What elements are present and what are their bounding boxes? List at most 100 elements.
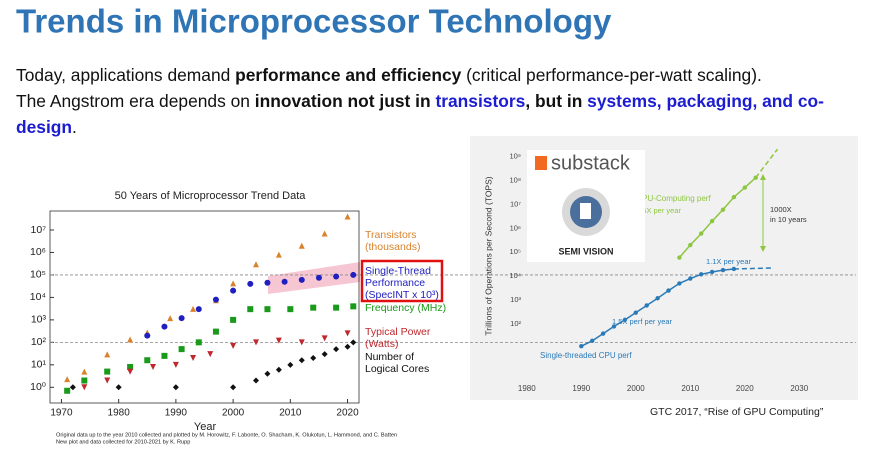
x-tick-label: 2010 (681, 384, 699, 393)
body-segment: innovation not just in (254, 91, 436, 111)
x-tick-label: 2030 (790, 384, 808, 393)
x-tick-label: 2020 (736, 384, 754, 393)
x-tick-label: 1990 (572, 384, 590, 393)
data-point (688, 276, 693, 281)
legend-label: Transistors (thousands) (365, 229, 421, 253)
y-tick-label: 10⁷ (31, 224, 47, 236)
logo-label: SEMI VISION (558, 246, 613, 256)
arrow-head (760, 174, 766, 180)
data-point (344, 343, 351, 350)
data-point (281, 278, 288, 285)
y-tick-label: 10⁷ (510, 199, 521, 208)
logo-brand: substack (551, 152, 631, 174)
logo-emblem-mark (580, 203, 591, 219)
data-point (287, 306, 294, 313)
data-point (315, 274, 322, 281)
data-point (350, 271, 357, 278)
data-point (253, 261, 259, 268)
data-point (81, 377, 88, 384)
data-point (590, 338, 595, 344)
annotation: in 10 years (770, 215, 807, 224)
data-point (69, 384, 76, 391)
data-point (644, 303, 649, 308)
data-point (275, 251, 282, 258)
projection-line (733, 267, 773, 270)
x-tick-label: 2000 (222, 408, 245, 419)
data-point (81, 384, 88, 391)
data-point (230, 287, 237, 294)
data-point (104, 351, 111, 358)
data-point (720, 267, 726, 273)
body-segment: transistors (435, 91, 526, 111)
data-point (699, 272, 704, 277)
data-point (172, 384, 179, 391)
body-segment: performance and efficiency (235, 65, 462, 85)
y-tick-label: 10⁸ (509, 175, 521, 184)
data-point (167, 315, 174, 322)
highlight-box (360, 259, 444, 303)
caption: GTC 2017, “Rise of GPU Computing” (650, 406, 824, 418)
data-point (264, 370, 271, 377)
data-point (275, 366, 282, 373)
data-point (115, 384, 122, 391)
data-point (264, 279, 271, 286)
x-tick-label: 1980 (108, 408, 131, 419)
plot-frame (49, 210, 360, 404)
x-tick-label: 2010 (279, 408, 302, 419)
y-tick-label: 10¹ (31, 359, 47, 371)
y-tick-label: 10⁴ (30, 291, 46, 303)
data-point (655, 296, 660, 301)
data-point (709, 269, 715, 275)
data-point (350, 303, 357, 310)
data-point (178, 346, 185, 353)
data-point (622, 317, 628, 323)
footnote: Original data up to the year 2010 collec… (56, 432, 397, 438)
body-paragraph: Today, applications demand performance a… (16, 62, 878, 140)
data-point (64, 376, 71, 383)
y-axis-label: Trillions of Operations per Second (TOPS… (483, 176, 493, 335)
x-tick-label: 1970 (50, 408, 73, 419)
x-tick-label: 1980 (518, 384, 536, 393)
data-point (350, 339, 357, 346)
series-line (678, 177, 757, 259)
data-point (633, 310, 638, 315)
trend-band (268, 262, 360, 294)
x-tick-label: 1990 (165, 408, 188, 419)
data-point (64, 387, 71, 394)
data-point (144, 357, 151, 364)
body-segment: Today, applications demand (16, 65, 236, 85)
y-tick-label: 10⁴ (509, 271, 521, 280)
data-point (275, 337, 282, 344)
annotation: 1.1X per year (706, 257, 752, 266)
data-point (344, 330, 351, 337)
data-point (321, 335, 328, 342)
data-point (731, 194, 737, 200)
data-point (247, 306, 254, 313)
data-point (310, 355, 317, 362)
data-point (104, 368, 111, 375)
data-point (172, 361, 179, 368)
data-point (230, 384, 237, 391)
data-point (344, 213, 351, 220)
data-point (150, 363, 156, 370)
legend-label: Frequency (MHz) (365, 302, 447, 314)
y-tick-label: 10⁰ (30, 381, 47, 393)
x-tick-label: 2020 (336, 408, 359, 419)
y-tick-label: 10⁶ (510, 223, 521, 232)
data-point (212, 328, 219, 335)
data-point (321, 230, 328, 237)
logo-icon (535, 156, 547, 170)
data-point (144, 332, 151, 339)
series-label: Single-threaded CPU perf (540, 351, 632, 360)
y-tick-label: 10⁹ (509, 151, 521, 160)
legend-label: Number of Logical Cores (365, 351, 430, 375)
y-tick-label: 10⁵ (30, 269, 46, 281)
data-point (688, 242, 693, 248)
x-tick-label: 2000 (627, 384, 645, 393)
body-segment: (critical performance-per-watt scaling). (461, 65, 762, 85)
data-point (611, 324, 617, 329)
data-point (190, 355, 197, 362)
data-point (333, 346, 340, 353)
data-point (677, 255, 682, 260)
